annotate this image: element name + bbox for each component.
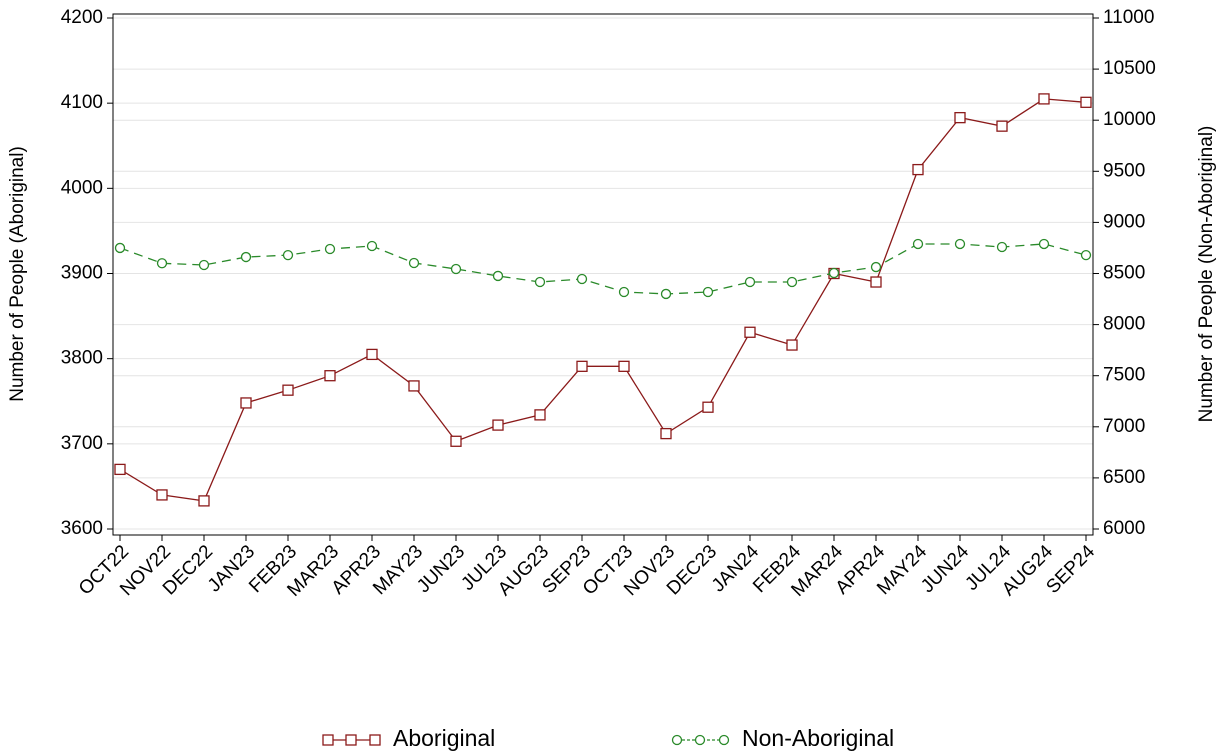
y-tick-label: 4000 <box>61 177 103 198</box>
point <box>1038 93 1050 105</box>
point <box>996 241 1008 253</box>
point <box>702 401 714 413</box>
point <box>534 409 546 421</box>
legend-marker <box>345 734 357 746</box>
y2-tick-label: 11000 <box>1103 7 1154 28</box>
y2-tick-label: 8000 <box>1103 314 1145 335</box>
y-tick-label: 4200 <box>61 7 103 28</box>
point <box>744 326 756 338</box>
point <box>1080 96 1092 108</box>
y2-tick-label: 8500 <box>1103 263 1145 284</box>
point <box>114 463 126 476</box>
y-axis-label: Number of People (Aboriginal) <box>7 146 28 402</box>
point <box>660 427 672 440</box>
point <box>618 286 630 298</box>
point <box>660 288 672 300</box>
y-tick-label: 3700 <box>61 433 103 454</box>
y2-axis-label: Number of People (Non-Aboriginal) <box>1196 126 1217 423</box>
y2-tick-label: 7500 <box>1103 365 1145 386</box>
series-line <box>119 243 1087 295</box>
point <box>996 120 1008 132</box>
x-tick-label: JUN23 <box>413 541 469 597</box>
point <box>450 435 462 447</box>
legend-label: Aboriginal <box>393 725 495 751</box>
point <box>366 348 378 361</box>
y2-tick-label: 6500 <box>1103 467 1145 488</box>
point <box>240 251 252 263</box>
legend-label: Non-Aboriginal <box>742 725 894 751</box>
series-line <box>119 98 1087 502</box>
legend-marker <box>671 734 683 746</box>
point <box>912 238 924 250</box>
y2-tick-label: 6000 <box>1103 518 1145 539</box>
point <box>576 360 588 372</box>
point <box>198 495 210 507</box>
point <box>366 240 378 252</box>
point <box>870 276 882 288</box>
y-tick-label: 3800 <box>61 348 103 369</box>
y2-tick-label: 9000 <box>1103 211 1145 232</box>
y-tick-label: 3900 <box>61 263 103 284</box>
plot-frame <box>112 13 1094 536</box>
y2-tick-label: 7000 <box>1103 416 1145 437</box>
point <box>954 238 966 250</box>
point <box>702 286 714 298</box>
point <box>492 270 504 282</box>
point <box>912 163 924 176</box>
y-tick-label: 3600 <box>61 518 103 539</box>
point <box>954 111 966 124</box>
point <box>786 339 798 351</box>
point <box>240 397 252 409</box>
point <box>1038 238 1050 250</box>
x-tick-label: SEP24 <box>1042 541 1099 598</box>
legend-marker <box>369 734 381 746</box>
point <box>1080 249 1092 261</box>
legend-marker <box>322 734 334 746</box>
y2-tick-label: 10500 <box>1103 58 1156 79</box>
point <box>534 276 546 288</box>
legend-marker <box>718 734 730 746</box>
point <box>450 263 462 275</box>
y-tick-label: 4100 <box>61 92 103 113</box>
point <box>492 419 504 431</box>
point <box>324 370 336 382</box>
point <box>156 258 168 269</box>
point <box>828 267 840 279</box>
point <box>282 384 294 396</box>
point <box>786 276 798 288</box>
y2-tick-label: 9500 <box>1103 160 1145 181</box>
point <box>408 257 420 269</box>
point <box>198 259 210 271</box>
x-tick-label: JUN24 <box>917 541 973 597</box>
point <box>408 380 420 392</box>
point <box>618 360 630 372</box>
legend-marker <box>694 734 706 746</box>
y2-tick-label: 10000 <box>1103 109 1156 130</box>
point <box>282 249 294 261</box>
point <box>324 243 336 255</box>
point <box>156 489 168 501</box>
point <box>870 261 882 273</box>
point <box>576 273 588 285</box>
point <box>114 242 126 254</box>
point <box>744 276 756 288</box>
